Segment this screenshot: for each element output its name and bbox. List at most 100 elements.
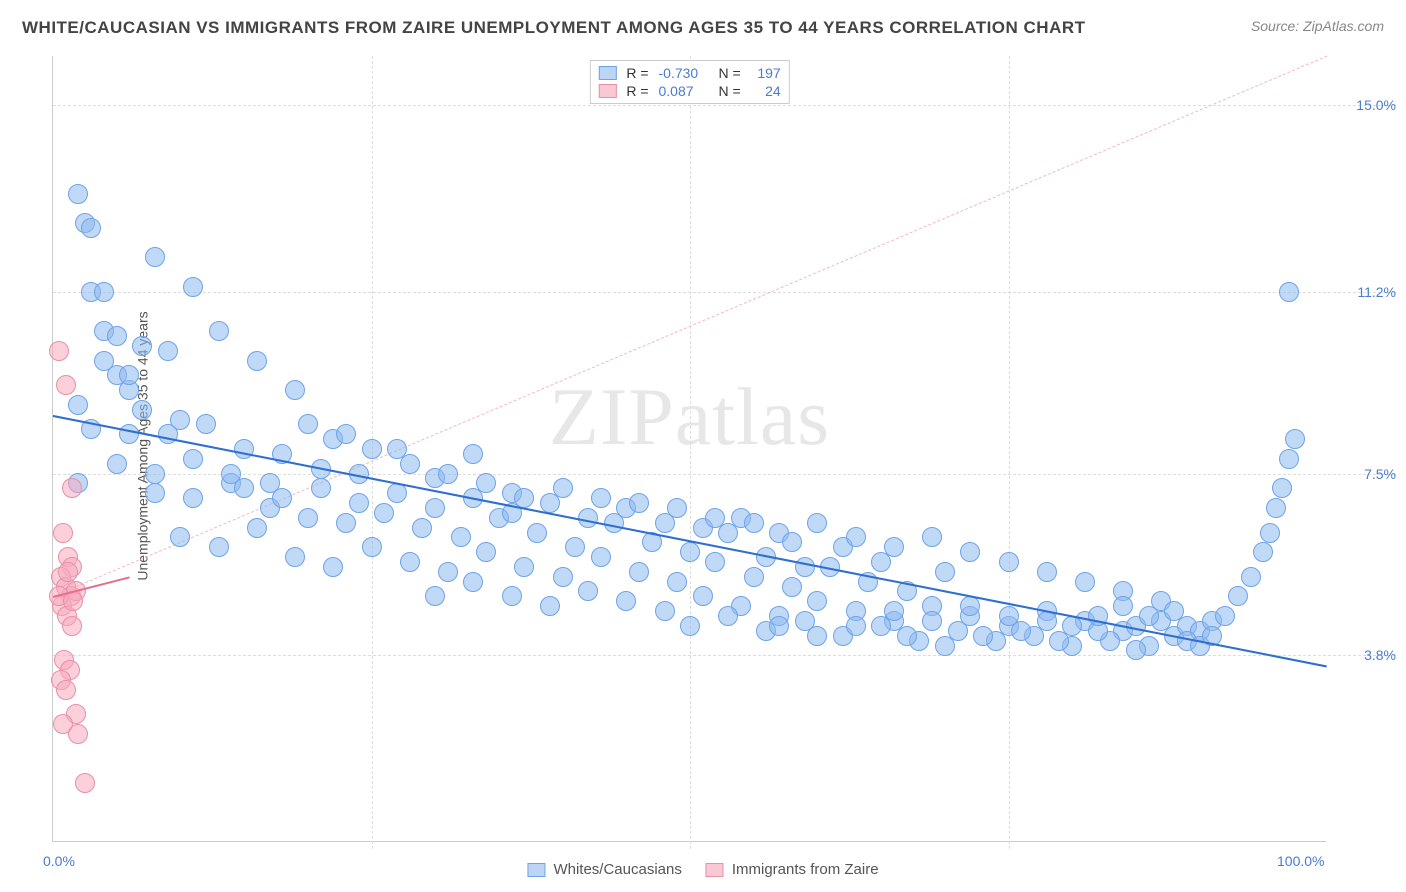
- data-point: [922, 611, 942, 631]
- legend-row: R =0.087N =24: [598, 82, 780, 100]
- data-point: [1139, 606, 1159, 626]
- r-label: R =: [626, 83, 648, 99]
- data-point: [336, 424, 356, 444]
- data-point: [935, 562, 955, 582]
- data-point: [553, 567, 573, 587]
- data-point: [782, 577, 802, 597]
- data-point: [629, 493, 649, 513]
- y-tick-label: 15.0%: [1336, 97, 1396, 113]
- data-point: [553, 478, 573, 498]
- data-point: [973, 626, 993, 646]
- data-point: [412, 518, 432, 538]
- y-tick-label: 7.5%: [1336, 466, 1396, 482]
- data-point: [425, 498, 445, 518]
- data-point: [170, 527, 190, 547]
- data-point: [170, 410, 190, 430]
- data-point: [1164, 601, 1184, 621]
- data-point: [58, 562, 78, 582]
- data-point: [400, 552, 420, 572]
- legend-swatch: [598, 66, 616, 80]
- gridline-h: [53, 655, 1396, 656]
- x-tick-label: 100.0%: [1277, 853, 1324, 869]
- legend-label: Immigrants from Zaire: [732, 861, 879, 878]
- legend-swatch: [527, 863, 545, 877]
- legend-item: Immigrants from Zaire: [706, 861, 879, 878]
- scatter-chart: ZIPatlas R =-0.730N =197R =0.087N =24 3.…: [52, 56, 1326, 842]
- n-label: N =: [719, 65, 741, 81]
- data-point: [476, 473, 496, 493]
- data-point: [56, 375, 76, 395]
- data-point: [94, 351, 114, 371]
- data-point: [578, 581, 598, 601]
- data-point: [62, 478, 82, 498]
- data-point: [323, 557, 343, 577]
- data-point: [514, 488, 534, 508]
- data-point: [1113, 596, 1133, 616]
- data-point: [527, 523, 547, 543]
- data-point: [1037, 562, 1057, 582]
- y-tick-label: 11.2%: [1336, 284, 1396, 300]
- data-point: [1279, 282, 1299, 302]
- data-point: [999, 606, 1019, 626]
- data-point: [349, 493, 369, 513]
- gridline-v: [690, 56, 691, 849]
- data-point: [62, 616, 82, 636]
- data-point: [285, 547, 305, 567]
- data-point: [591, 547, 611, 567]
- data-point: [1075, 572, 1095, 592]
- data-point: [1215, 606, 1235, 626]
- y-tick-label: 3.8%: [1336, 647, 1396, 663]
- n-value: 24: [751, 83, 781, 99]
- gridline-h: [53, 292, 1396, 293]
- correlation-legend: R =-0.730N =197R =0.087N =24: [589, 60, 789, 104]
- data-point: [782, 532, 802, 552]
- data-point: [260, 473, 280, 493]
- data-point: [680, 616, 700, 636]
- source-attribution: Source: ZipAtlas.com: [1251, 18, 1384, 34]
- data-point: [807, 591, 827, 611]
- data-point: [502, 586, 522, 606]
- legend-item: Whites/Caucasians: [527, 861, 681, 878]
- series-legend: Whites/Caucasians Immigrants from Zaire: [527, 861, 878, 878]
- data-point: [463, 572, 483, 592]
- data-point: [68, 395, 88, 415]
- data-point: [1285, 429, 1305, 449]
- data-point: [540, 596, 560, 616]
- data-point: [158, 341, 178, 361]
- data-point: [49, 341, 69, 361]
- data-point: [132, 400, 152, 420]
- data-point: [209, 537, 229, 557]
- r-value: 0.087: [659, 83, 709, 99]
- data-point: [94, 282, 114, 302]
- data-point: [846, 527, 866, 547]
- data-point: [68, 184, 88, 204]
- data-point: [119, 424, 139, 444]
- data-point: [680, 542, 700, 562]
- data-point: [807, 626, 827, 646]
- data-point: [1228, 586, 1248, 606]
- data-point: [667, 498, 687, 518]
- data-point: [145, 247, 165, 267]
- data-point: [183, 277, 203, 297]
- data-point: [53, 523, 73, 543]
- data-point: [744, 513, 764, 533]
- data-point: [846, 616, 866, 636]
- data-point: [705, 552, 725, 572]
- r-label: R =: [626, 65, 648, 81]
- data-point: [298, 414, 318, 434]
- data-point: [769, 616, 789, 636]
- data-point: [1126, 640, 1146, 660]
- data-point: [285, 380, 305, 400]
- data-point: [960, 542, 980, 562]
- data-point: [362, 439, 382, 459]
- data-point: [209, 321, 229, 341]
- data-point: [463, 444, 483, 464]
- data-point: [336, 513, 356, 533]
- gridline-h: [53, 105, 1396, 106]
- data-point: [119, 365, 139, 385]
- x-tick-label: 0.0%: [43, 853, 75, 869]
- data-point: [183, 449, 203, 469]
- data-point: [107, 454, 127, 474]
- data-point: [744, 567, 764, 587]
- data-point: [400, 454, 420, 474]
